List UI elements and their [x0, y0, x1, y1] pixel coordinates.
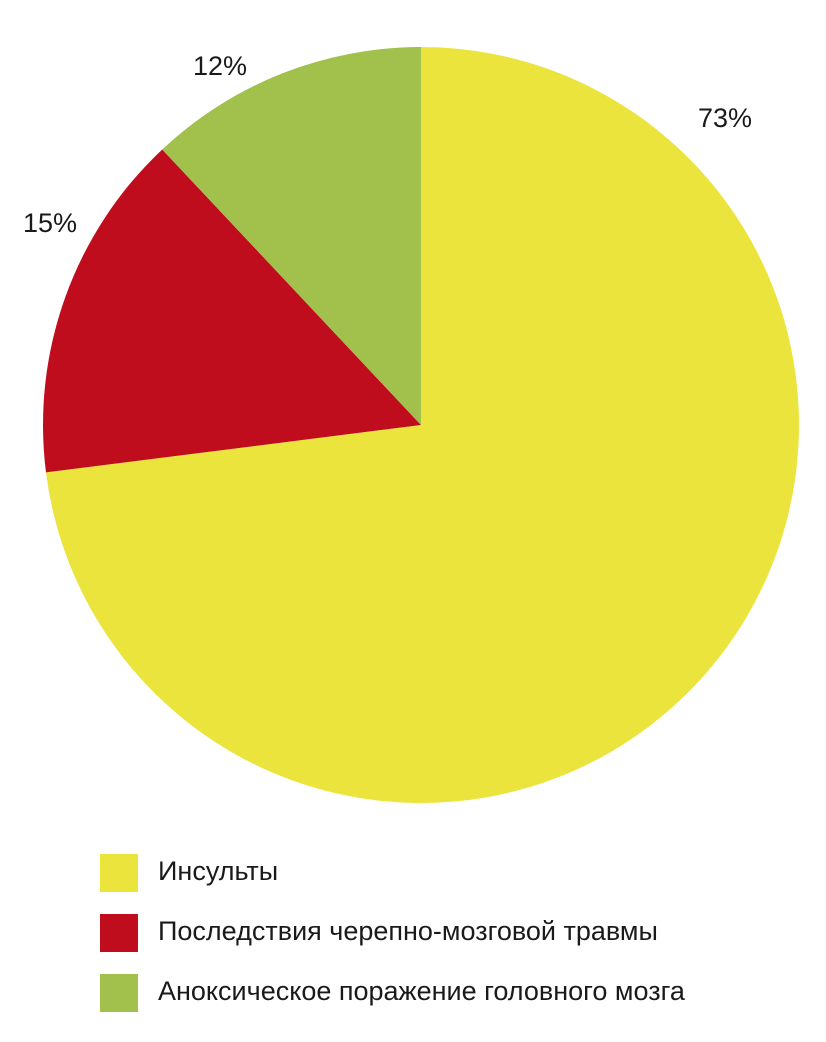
- legend-label: Аноксическое поражение головного мозга: [158, 976, 686, 1006]
- data-label: 73%: [698, 103, 752, 133]
- legend-label: Последствия черепно-мозговой травмы: [158, 916, 658, 946]
- legend-swatch: [100, 854, 138, 892]
- data-label: 15%: [23, 208, 77, 238]
- legend-label: Инсульты: [158, 856, 278, 886]
- legend-swatch: [100, 974, 138, 1012]
- data-label: 12%: [193, 51, 247, 81]
- pie-slice: [43, 149, 422, 473]
- legend-swatch: [100, 914, 138, 952]
- pie-slice: [162, 47, 421, 425]
- pie-slice: [45, 47, 800, 804]
